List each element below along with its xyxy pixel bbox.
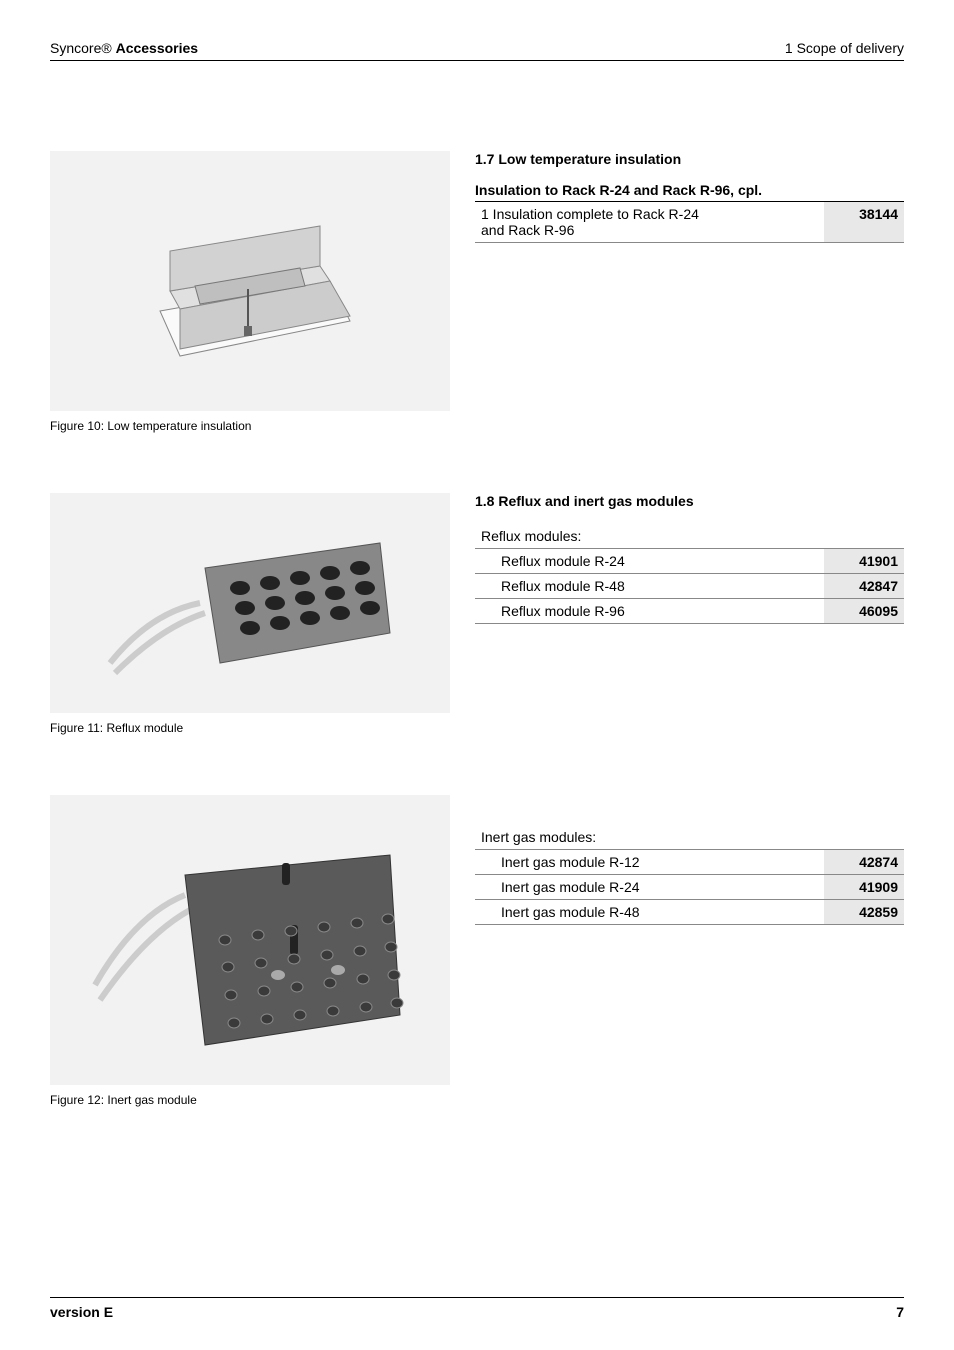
row-desc: Reflux module R-96 (475, 599, 824, 624)
figure12-caption: Figure 12: Inert gas module (50, 1093, 450, 1107)
section3-text: Inert gas modules: Inert gas module R-12… (475, 795, 904, 1107)
table-row: Reflux module R-24 41901 (475, 549, 904, 574)
row-partnum: 46095 (824, 599, 904, 624)
figure10-caption: Figure 10: Low temperature insulation (50, 419, 450, 433)
figure11-caption: Figure 11: Reflux module (50, 721, 450, 735)
page-footer: version E 7 (50, 1297, 904, 1320)
section1-subheading: Insulation to Rack R-24 and Rack R-96, c… (475, 182, 904, 202)
reflux-module-icon (90, 513, 410, 693)
inert-gas-module-icon (80, 815, 420, 1065)
header-section: Accessories (116, 40, 199, 56)
table-row: Inert gas module R-12 42874 (475, 850, 904, 875)
header-right: 1 Scope of delivery (785, 40, 904, 56)
figure12-col: Figure 12: Inert gas module (50, 795, 450, 1107)
page-header: Syncore® Accessories 1 Scope of delivery (50, 40, 904, 61)
row-desc: Inert gas module R-12 (475, 850, 824, 875)
section2-table: Reflux module R-24 41901 Reflux module R… (475, 549, 904, 624)
section1-table: 1 Insulation complete to Rack R-24 and R… (475, 202, 904, 243)
row-desc: Inert gas module R-24 (475, 875, 824, 900)
row-partnum: 42847 (824, 574, 904, 599)
table-row: Reflux module R-96 46095 (475, 599, 904, 624)
insulation-frame-icon (100, 191, 400, 371)
row-inertgas: Figure 12: Inert gas module Inert gas mo… (50, 795, 904, 1107)
table-row: Reflux module R-48 42847 (475, 574, 904, 599)
section1-title: 1.7 Low temperature insulation (475, 151, 904, 167)
row-desc: Reflux module R-48 (475, 574, 824, 599)
figure12-image (50, 795, 450, 1085)
table-row: Inert gas module R-48 42859 (475, 900, 904, 925)
section3-group-label: Inert gas modules: (475, 825, 904, 850)
row-desc: Reflux module R-24 (475, 549, 824, 574)
row-reflux: Figure 11: Reflux module 1.8 Reflux and … (50, 493, 904, 735)
header-left: Syncore® Accessories (50, 40, 198, 56)
row-partnum: 42874 (824, 850, 904, 875)
row-desc: Inert gas module R-48 (475, 900, 824, 925)
section2-group-label: Reflux modules: (475, 524, 904, 549)
row-partnum: 38144 (824, 202, 904, 243)
table-row: 1 Insulation complete to Rack R-24 and R… (475, 202, 904, 243)
figure10-image (50, 151, 450, 411)
row-partnum: 41909 (824, 875, 904, 900)
table-row: Inert gas module R-24 41909 (475, 875, 904, 900)
figure10-col: Figure 10: Low temperature insulation (50, 151, 450, 433)
row-partnum: 42859 (824, 900, 904, 925)
brand-name: Syncore® (50, 40, 112, 56)
section1-text: 1.7 Low temperature insulation Insulatio… (475, 151, 904, 433)
section2-text: 1.8 Reflux and inert gas modules Reflux … (475, 493, 904, 735)
footer-page-number: 7 (896, 1304, 904, 1320)
row-desc: 1 Insulation complete to Rack R-24 and R… (475, 202, 824, 243)
section2-title: 1.8 Reflux and inert gas modules (475, 493, 904, 509)
figure11-image (50, 493, 450, 713)
figure11-col: Figure 11: Reflux module (50, 493, 450, 735)
row-insulation: Figure 10: Low temperature insulation 1.… (50, 151, 904, 433)
row-partnum: 41901 (824, 549, 904, 574)
section3-table: Inert gas module R-12 42874 Inert gas mo… (475, 850, 904, 925)
footer-version: version E (50, 1304, 113, 1320)
